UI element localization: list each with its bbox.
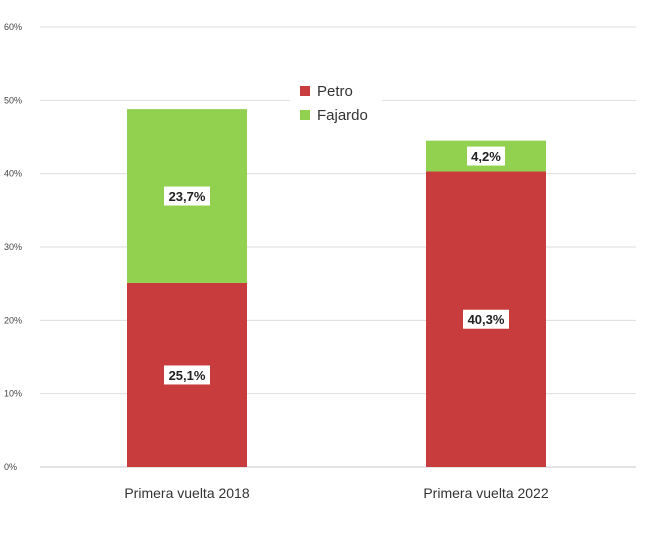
legend-label-fajardo: Fajardo [317,107,368,124]
y-tick-label: 10% [4,389,22,399]
data-label-box [164,186,210,206]
y-axis: 0% 10% 20% 30% 40% 50% 60% [4,22,22,472]
data-label-fajardo-1: 23,7% [169,189,206,204]
data-label-petro-2: 40,3% [468,312,505,327]
x-category-label: Primera vuelta 2022 [423,485,549,501]
data-label-fajardo-2: 4,2% [471,149,501,164]
legend: Petro Fajardo [290,76,382,130]
data-label-box [164,365,210,385]
y-tick-label: 0% [4,462,17,472]
y-tick-label: 50% [4,95,22,105]
bars [127,109,546,467]
y-tick-label: 30% [4,242,22,252]
data-labels: 25,1% 23,7% 40,3% 4,2% [164,146,509,385]
legend-swatch-fajardo [300,110,310,120]
y-tick-label: 40% [4,169,22,179]
legend-background [290,76,382,130]
data-label-box [463,309,509,329]
y-tick-label: 60% [4,22,22,32]
legend-swatch-petro [300,86,310,96]
data-label-petro-1: 25,1% [169,368,206,383]
y-tick-label: 20% [4,315,22,325]
data-label-box [467,146,505,166]
legend-label-petro: Petro [317,83,353,100]
x-category-label: Primera vuelta 2018 [124,485,250,501]
x-axis: Primera vuelta 2018 Primera vuelta 2022 [124,485,549,501]
